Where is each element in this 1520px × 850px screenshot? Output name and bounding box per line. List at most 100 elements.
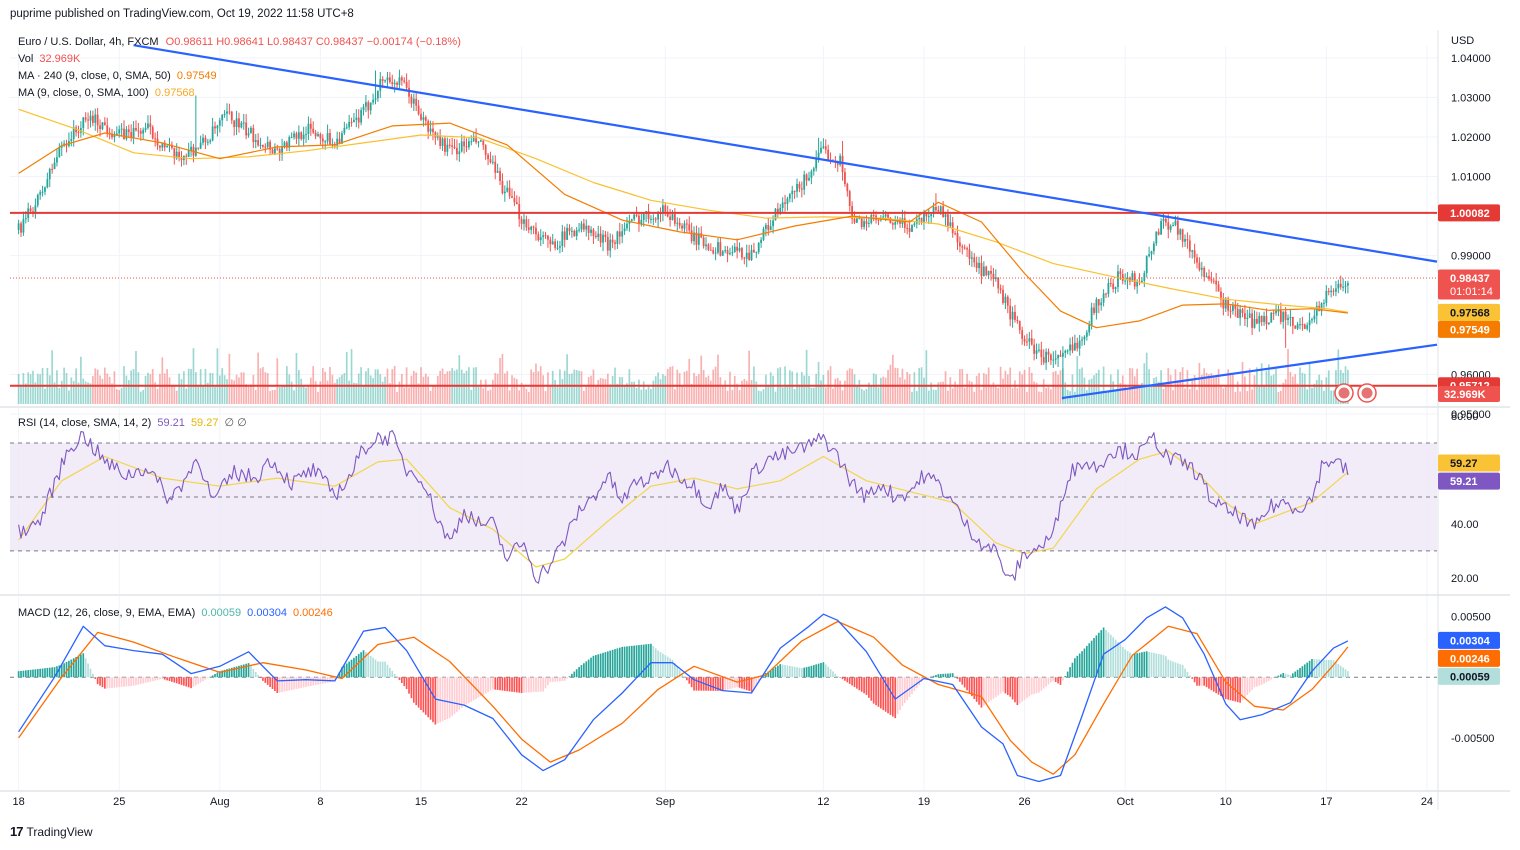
volume-bar	[1208, 374, 1210, 404]
candle-body	[1145, 256, 1148, 274]
ma50-label[interactable]: MA · 240 (9, close, 0, SMA, 50)	[18, 70, 171, 82]
volume-bar	[32, 370, 34, 404]
macd-histogram-bar	[767, 671, 770, 678]
macd-histogram-bar	[427, 677, 430, 718]
macd-histogram-bar	[999, 677, 1002, 694]
macd-histogram-bar	[302, 677, 305, 688]
macd-histogram-bar	[707, 677, 710, 691]
macd-histogram-bar	[477, 677, 480, 698]
volume-bar	[580, 371, 583, 404]
macd-histogram-bar	[592, 655, 595, 678]
volume-bar	[844, 380, 846, 404]
macd-histogram-bar	[274, 677, 276, 691]
candle-body	[671, 214, 674, 221]
volume-bar	[183, 371, 185, 404]
macd-histogram-bar	[317, 677, 319, 685]
macd-histogram-bar	[872, 677, 875, 704]
candle-body	[1325, 291, 1328, 303]
candle-body	[602, 234, 604, 243]
grid-lines	[10, 46, 1437, 790]
macd-histogram-bar	[750, 677, 753, 692]
macd-histogram-bar	[149, 677, 152, 682]
volume-bar	[942, 381, 944, 404]
candle-body	[487, 154, 489, 160]
candle-body	[784, 202, 786, 204]
macd-histogram-bar	[1026, 677, 1028, 699]
candle-body	[96, 114, 99, 126]
candle-body	[621, 231, 624, 237]
macd-histogram-bar	[235, 666, 238, 678]
volume-bar	[1335, 370, 1337, 404]
candle-body	[1263, 316, 1265, 322]
macd-histogram-bar	[741, 677, 743, 689]
volume-label[interactable]: Vol	[18, 53, 34, 65]
candle-body	[676, 222, 679, 224]
candle-body	[506, 187, 509, 192]
macd-histogram-bar	[1232, 677, 1234, 701]
candle-body	[482, 140, 485, 146]
volume-bar	[1042, 379, 1045, 404]
macd-histogram-bar	[1083, 648, 1086, 678]
symbol-name[interactable]: Euro / U.S. Dollar, 4h, FXCM	[18, 36, 159, 48]
volume-bar	[111, 383, 113, 404]
volume-bar	[1107, 390, 1110, 404]
volume-bar	[487, 390, 489, 404]
macd-histogram-bar	[252, 669, 255, 678]
macd-histogram-bar	[808, 666, 810, 678]
candle-body	[130, 132, 133, 139]
candle-body	[1002, 289, 1004, 303]
candle-body	[729, 253, 731, 255]
volume-bar	[175, 390, 178, 404]
volume-bar	[1179, 371, 1182, 404]
macd-histogram-bar	[343, 665, 346, 678]
volume-bar	[1315, 380, 1318, 404]
volume-bar	[1327, 370, 1330, 404]
volume-bar	[135, 350, 137, 404]
macd-histogram-bar	[434, 677, 437, 725]
volume-bar	[1054, 371, 1057, 404]
volume-bar	[583, 390, 585, 404]
macd-histogram-bar	[245, 663, 247, 678]
macd-histogram-bar	[973, 677, 976, 699]
volume-bar	[748, 350, 750, 404]
macd-histogram-bar	[254, 671, 257, 678]
rsi-axis-tag: 59.21	[1450, 476, 1478, 488]
macd-histogram-bar	[1296, 669, 1299, 678]
macd-histogram-bar	[554, 677, 556, 682]
macd-histogram-bar	[29, 669, 32, 678]
macd-histogram-bar	[1215, 677, 1218, 694]
ma100-label[interactable]: MA (9, close, 0, SMA, 100)	[18, 87, 149, 99]
macd-histogram-bar	[812, 665, 815, 678]
volume-bar	[937, 382, 940, 404]
candle-body	[640, 219, 643, 224]
macd-label[interactable]: MACD (12, 26, close, 9, EMA, EMA)	[18, 607, 196, 619]
macd-histogram-bar	[769, 670, 772, 678]
macd-histogram-bar	[89, 668, 92, 678]
macd-histogram-bar	[393, 673, 396, 678]
volume-bar	[195, 372, 197, 404]
candle-body	[1059, 355, 1062, 357]
branding[interactable]: 17 TradingView	[10, 824, 93, 839]
candle-body	[422, 117, 425, 120]
macd-histogram-bar	[966, 677, 968, 691]
macd-histogram-bar	[135, 677, 137, 686]
candle-body	[1028, 338, 1031, 342]
candle-body	[139, 131, 142, 134]
macd-histogram-bar	[1064, 676, 1067, 678]
volume-bar	[975, 375, 978, 404]
candle-body	[800, 188, 803, 190]
volume-bar	[880, 377, 882, 404]
candle-body	[245, 122, 248, 136]
macd-histogram-bar	[1191, 677, 1194, 679]
macd-histogram-bar	[108, 677, 111, 689]
candle-body	[626, 223, 628, 229]
volume-value: 32.969K	[39, 53, 81, 65]
macd-histogram-bar	[652, 646, 655, 678]
macd-histogram-bar	[195, 677, 197, 686]
macd-hist-value: 0.00059	[201, 607, 242, 619]
volume-bar	[403, 387, 406, 404]
rsi-label[interactable]: RSI (14, close, SMA, 14, 2)	[18, 417, 152, 429]
volume-bar	[549, 385, 552, 404]
macd-histogram-bar	[1016, 677, 1019, 706]
